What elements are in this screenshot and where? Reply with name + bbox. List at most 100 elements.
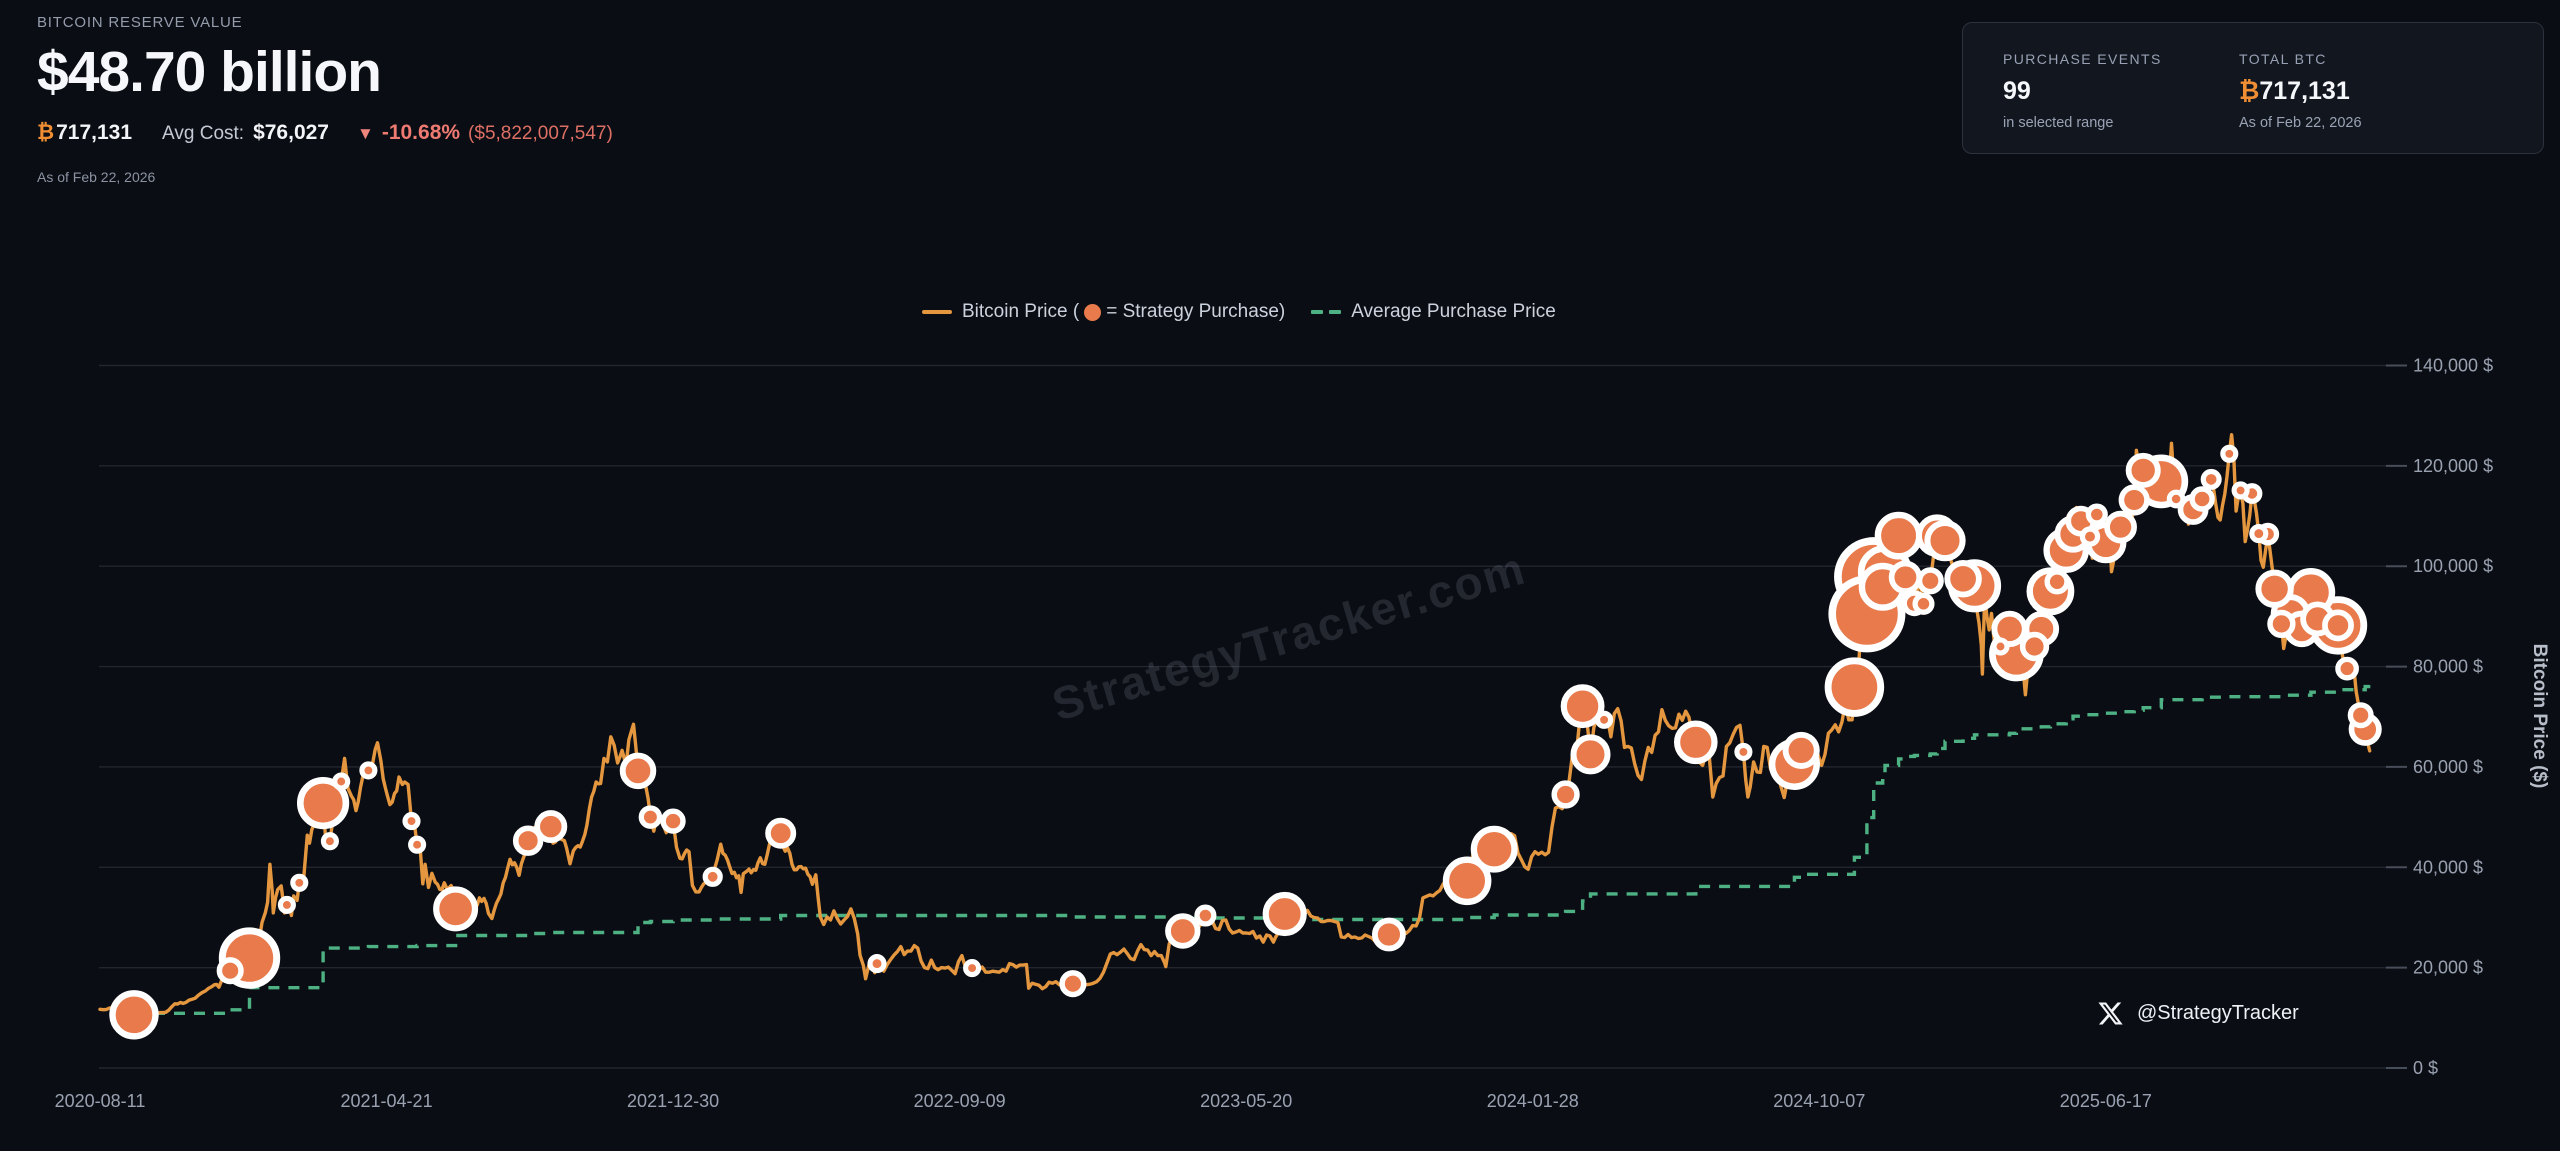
x-tick-label: 2021-12-30 — [627, 1091, 719, 1111]
purchase-bubble[interactable] — [1916, 567, 1944, 595]
purchase-bubble[interactable] — [408, 835, 427, 854]
purchase-bubble[interactable] — [1194, 904, 1217, 927]
purchase-bubble[interactable] — [2255, 569, 2294, 608]
purchase-bubble[interactable] — [2166, 489, 2186, 509]
legend-price-text-pre: Bitcoin Price ( — [962, 301, 1080, 322]
purchase-bubble[interactable] — [359, 761, 378, 780]
purchase-bubble[interactable] — [320, 832, 339, 851]
x-tick-label: 2020-08-11 — [55, 1091, 146, 1111]
total-btc-stat: TOTAL BTC ₿717,131 As of Feb 22, 2026 — [2239, 51, 2362, 131]
purchase-events-value: 99 — [2003, 77, 2031, 105]
credit[interactable]: @StrategyTracker — [2097, 1000, 2299, 1027]
purchase-events-label: PURCHASE EVENTS — [2003, 51, 2162, 67]
purchase-bubble[interactable] — [1165, 913, 1201, 949]
x-tick-label: 2024-01-28 — [1487, 1091, 1579, 1111]
change-dollar-amount: ($5,822,007,547) — [468, 122, 613, 144]
total-btc-sub: As of Feb 22, 2026 — [2239, 115, 2362, 131]
avg-dash-swatch-icon — [1311, 310, 1342, 314]
y-tick-label: 0 $ — [2413, 1058, 2438, 1078]
purchase-bubble[interactable] — [1824, 657, 1885, 717]
purchase-bubble[interactable] — [1551, 780, 1580, 809]
purchase-bubble[interactable] — [2019, 631, 2050, 662]
purchase-bubble[interactable] — [2267, 609, 2296, 639]
purchase-bubble[interactable] — [1442, 856, 1492, 906]
purchase-events-sub: in selected range — [2003, 115, 2114, 131]
purchase-bubble[interactable] — [433, 886, 479, 932]
purchase-bubble[interactable] — [867, 954, 887, 974]
purchase-bubble[interactable] — [2231, 481, 2250, 500]
purchase-bubble[interactable] — [290, 873, 309, 892]
y-axis-title: Bitcoin Price ($) — [2529, 644, 2550, 789]
purchase-bubble[interactable] — [2189, 486, 2215, 512]
x-tick-label: 2022-09-09 — [914, 1091, 1006, 1111]
summary-panel: PURCHASE EVENTS 99 in selected range TOT… — [1962, 22, 2544, 154]
purchase-bubble[interactable] — [277, 895, 296, 914]
purchase-bubble[interactable] — [1595, 710, 1614, 729]
price-line[interactable] — [98, 433, 2372, 1019]
purchase-bubble[interactable] — [2347, 702, 2374, 729]
price-line-swatch-icon — [922, 310, 952, 314]
avg-cost-value: $76,027 — [253, 120, 329, 144]
purchase-bubble[interactable] — [2044, 569, 2070, 595]
purchase-bubble[interactable] — [297, 776, 350, 830]
purchase-bubble[interactable] — [2249, 524, 2269, 544]
purchase-bubble[interactable] — [702, 866, 723, 887]
purchase-bubble[interactable] — [1560, 684, 1605, 729]
purchase-bubble[interactable] — [1924, 519, 1966, 562]
purchase-bubble[interactable] — [1734, 742, 1753, 761]
purchase-bubble[interactable] — [963, 959, 982, 978]
purchase-bubble[interactable] — [512, 825, 544, 856]
purchase-bubble[interactable] — [2220, 444, 2239, 463]
y-tick-label: 60,000 $ — [2413, 757, 2483, 777]
change-percent: -10.68% — [381, 120, 461, 144]
x-tick-label: 2021-04-21 — [341, 1091, 433, 1111]
purchase-bubble[interactable] — [619, 752, 657, 790]
total-btc-value: ₿717,131 — [2239, 77, 2362, 106]
legend-item-average-price[interactable]: Average Purchase Price — [1311, 301, 1556, 323]
purchase-bubble[interactable] — [1874, 511, 1923, 560]
legend-item-bitcoin-price[interactable]: Bitcoin Price ( = Strategy Purchase) — [922, 301, 1285, 323]
page-title: $48.70 billion — [37, 40, 382, 104]
purchase-bubble[interactable] — [2079, 526, 2101, 547]
watermark: StrategyTracker.com — [1046, 542, 1531, 731]
purchase-bubble[interactable] — [1372, 917, 1406, 952]
purchase-bubble[interactable] — [2322, 609, 2354, 642]
purchase-bubble[interactable] — [332, 772, 351, 791]
purchase-bubble[interactable] — [660, 808, 686, 834]
header: BITCOIN RESERVE VALUE $48.70 billion ₿ 7… — [37, 14, 613, 185]
purchase-bubble[interactable] — [534, 810, 568, 844]
legend-price-text-post: = Strategy Purchase) — [1106, 301, 1286, 322]
purchase-bubble[interactable] — [2335, 656, 2359, 681]
purchase-bubble[interactable] — [1782, 731, 1820, 769]
purchase-bubble[interactable] — [1944, 560, 1982, 598]
purchase-bubble[interactable] — [1570, 734, 1611, 775]
purchase-bubble[interactable] — [109, 990, 159, 1040]
legend-avg-text: Average Purchase Price — [1351, 301, 1556, 322]
purchase-bubble[interactable] — [2200, 468, 2222, 490]
y-tick-label: 40,000 $ — [2413, 857, 2483, 877]
reserve-stats-row: ₿ 717,131 Avg Cost: $76,027 ▼ -10.68% ($… — [37, 121, 613, 145]
bitcoin-symbol-icon: ₿ — [37, 120, 55, 144]
purchase-bubble[interactable] — [1912, 592, 1935, 615]
bitcoin-symbol-icon: ₿ — [2239, 77, 2260, 105]
purchase-dot-icon — [1084, 303, 1102, 321]
page-subtitle: BITCOIN RESERVE VALUE — [37, 14, 243, 31]
purchase-bubble[interactable] — [1262, 891, 1307, 937]
purchase-bubble[interactable] — [1674, 720, 1718, 765]
average-price-line[interactable] — [134, 684, 2375, 1015]
x-logo-icon — [2098, 1002, 2123, 1025]
purchase-bubble[interactable] — [216, 957, 244, 985]
purchase-bubble[interactable] — [2104, 510, 2137, 544]
purchase-bubble[interactable] — [402, 812, 421, 831]
purchase-bubble[interactable] — [2125, 452, 2161, 488]
x-tick-label: 2023-05-20 — [1200, 1091, 1292, 1111]
purchase-bubble[interactable] — [1470, 825, 1518, 873]
purchase-bubble[interactable] — [2118, 484, 2150, 516]
purchase-bubble[interactable] — [1059, 970, 1087, 998]
purchase-bubble[interactable] — [1888, 560, 1923, 594]
purchase-bubble[interactable] — [765, 817, 797, 849]
purchase-bubble[interactable] — [638, 805, 663, 829]
purchase-bubble[interactable] — [1991, 637, 2010, 656]
purchase-bubble[interactable] — [2085, 503, 2108, 526]
